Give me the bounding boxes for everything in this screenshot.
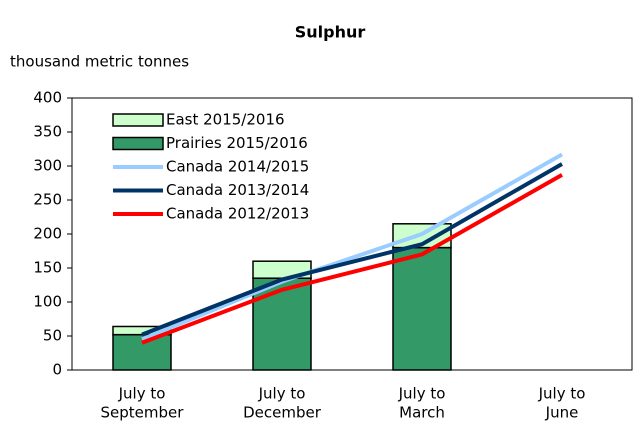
legend-swatch: [112, 136, 164, 151]
y-tick-label: 400: [33, 89, 62, 107]
y-tick-label: 250: [33, 191, 62, 209]
bar: [392, 246, 452, 371]
x-tick-label: July to: [118, 385, 166, 403]
line: [141, 173, 563, 345]
legend-label: Canada 2013/2014: [166, 181, 309, 199]
x-tick-label: September: [101, 404, 185, 422]
legend-swatch: [112, 113, 164, 127]
line: [141, 152, 563, 342]
y-tick-label: 50: [43, 327, 62, 345]
legend-label: Canada 2012/2013: [166, 205, 309, 223]
x-tick-label: March: [399, 404, 445, 422]
bar: [112, 333, 172, 371]
y-tick-label: 200: [33, 225, 62, 243]
y-tick-label: 150: [33, 259, 62, 277]
legend-label: East 2015/2016: [166, 111, 285, 129]
y-tick-label: 350: [33, 123, 62, 141]
x-tick-label: June: [545, 404, 579, 422]
x-tick-label: July to: [398, 385, 446, 403]
x-tick-label: July to: [258, 385, 306, 403]
x-tick-label: December: [243, 404, 322, 422]
bar: [252, 277, 312, 371]
y-axis-label: thousand metric tonnes: [10, 53, 189, 71]
line: [141, 162, 563, 337]
legend-label: Canada 2014/2015: [166, 158, 309, 176]
chart-title: Sulphur: [295, 23, 366, 42]
y-tick-label: 300: [33, 157, 62, 175]
x-tick-label: July to: [538, 385, 586, 403]
plot-frame: [71, 97, 633, 371]
legend-label: Prairies 2015/2016: [166, 134, 308, 152]
y-tick-label: 0: [52, 361, 62, 379]
y-tick-label: 100: [33, 293, 62, 311]
